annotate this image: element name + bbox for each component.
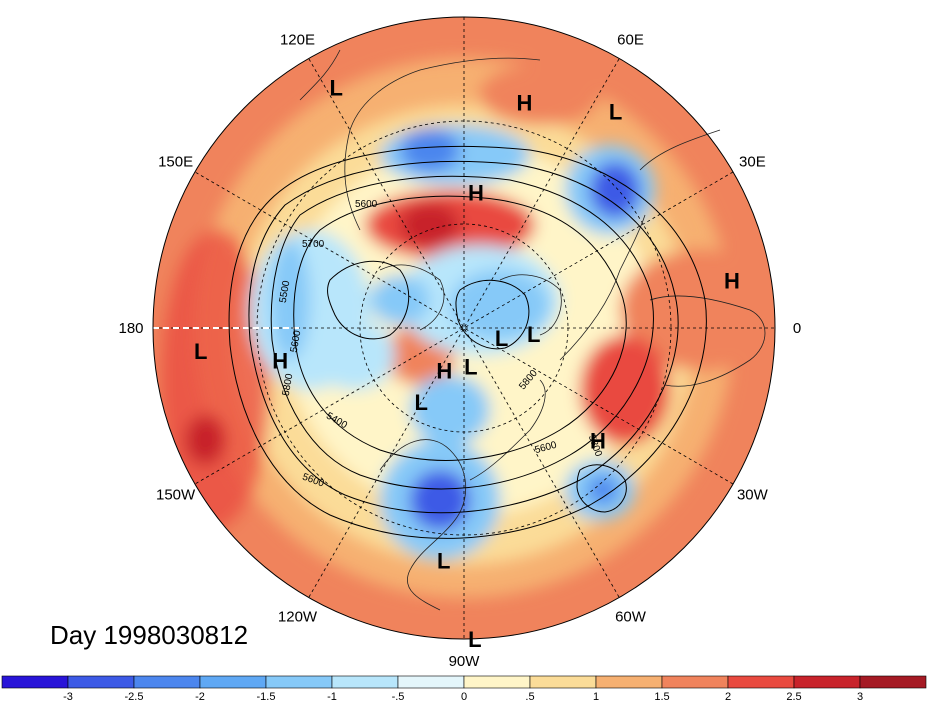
colorbar-swatch <box>331 675 399 689</box>
low-pressure-marker: L <box>414 390 427 415</box>
low-pressure-marker: L <box>468 627 481 652</box>
colorbar-tick-label: -.5 <box>392 691 405 702</box>
longitude-labels: 90E 60E 30E 0 30W 60W 90W 120W 150W 180 150E 120E <box>118 0 801 670</box>
high-pressure-marker: H <box>468 181 484 206</box>
colorbar-swatch <box>859 675 927 689</box>
colorbar-swatch <box>793 675 861 689</box>
colorbar-tick-label: -3 <box>63 691 73 702</box>
coastlines <box>299 49 766 611</box>
high-pressure-marker: H <box>724 269 740 294</box>
colorbar-swatch <box>133 675 201 689</box>
colorbar-tick-label: 1.5 <box>654 691 669 702</box>
longitude-label: 120W <box>278 608 318 625</box>
map-boundary <box>152 16 776 640</box>
colorbar-swatch <box>661 675 729 689</box>
longitude-label: 90W <box>449 653 481 670</box>
low-pressure-marker: L <box>329 76 342 101</box>
date-label: Day 1998030812 <box>50 620 249 650</box>
height-contours <box>228 146 707 539</box>
colorbar-swatch <box>463 675 531 689</box>
high-pressure-marker: H <box>590 428 606 453</box>
low-pressure-marker: L <box>495 326 508 351</box>
high-pressure-marker: H <box>272 348 288 373</box>
colorbar-tick-label: -2 <box>195 691 205 702</box>
colorbar-swatch <box>397 675 465 689</box>
longitude-label: 30E <box>739 154 766 171</box>
colorbar-tick-label: 0 <box>461 691 467 702</box>
low-pressure-marker: L <box>464 354 477 379</box>
longitude-label: 90E <box>451 0 478 4</box>
contour-label: 5700 <box>302 239 325 250</box>
colorbar-tick-label: -2.5 <box>125 691 144 702</box>
colorbar-tick-label: 2.5 <box>786 691 801 702</box>
contour-label: 5600 <box>289 329 304 353</box>
colorbar-tick-label: 3 <box>857 691 863 702</box>
longitude-label: 0 <box>793 320 801 337</box>
longitude-label: 120E <box>280 32 315 49</box>
low-pressure-marker: L <box>194 339 207 364</box>
colorbar-swatch <box>595 675 663 689</box>
high-pressure-marker: H <box>516 91 532 116</box>
contour-label: 5800 <box>281 372 296 396</box>
colorbar-tick-label: 2 <box>725 691 731 702</box>
low-pressure-marker: L <box>437 548 450 573</box>
longitude-label: 60W <box>615 608 647 625</box>
colorbar-tick-label: 1 <box>593 691 599 702</box>
colorbar-swatch <box>529 675 597 689</box>
colorbar: -3 -2.5 -2 -1.5 -1 -.5 0 .5 1 1.5 2 2.5 3 <box>1 675 927 702</box>
longitude-label: 180 <box>118 320 143 337</box>
colorbar-swatch <box>1 675 69 689</box>
colorbar-tick-label: -1.5 <box>257 691 276 702</box>
colorbar-tick-label: -1 <box>327 691 337 702</box>
colorbar-swatch <box>265 675 333 689</box>
longitude-label: 60E <box>617 32 644 49</box>
colorbar-tick-label: .5 <box>525 691 534 702</box>
low-pressure-marker: L <box>527 322 540 347</box>
colorbar-swatch <box>67 675 135 689</box>
colorbar-swatch <box>199 675 267 689</box>
contour-label: 5500 <box>278 279 293 303</box>
longitude-label: 150W <box>156 487 196 504</box>
longitude-label: 30W <box>737 487 769 504</box>
contour-label: 5600 <box>355 199 378 210</box>
longitude-label: 150E <box>158 154 193 171</box>
low-pressure-marker: L <box>609 100 622 125</box>
high-pressure-marker: H <box>436 358 452 383</box>
colorbar-swatch <box>727 675 795 689</box>
